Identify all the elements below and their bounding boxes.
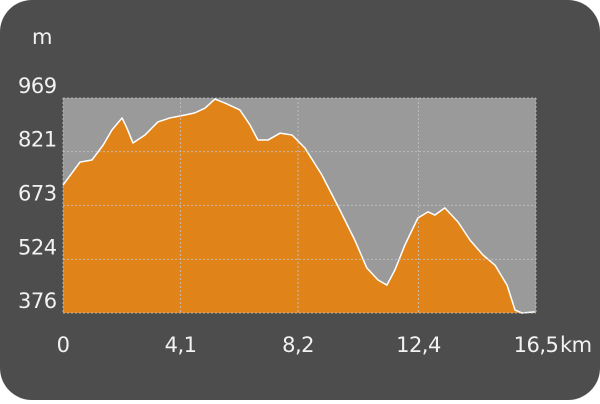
x-tick-label: 16,5: [514, 333, 559, 357]
x-tick-label: 0: [57, 333, 70, 357]
y-tick-label: 524: [18, 235, 57, 259]
y-axis-unit: m: [32, 25, 52, 49]
x-axis-unit: km: [560, 333, 592, 357]
x-tick-label: 12,4: [396, 333, 441, 357]
elevation-line: [62, 98, 535, 314]
y-tick-label: 673: [18, 181, 57, 205]
y-tick-label: 821: [18, 128, 57, 152]
x-tick-label: 4,1: [165, 333, 197, 357]
x-tick-label: 8,2: [282, 333, 314, 357]
y-tick-label: 376: [18, 289, 57, 313]
y-tick-label: 969: [18, 74, 57, 98]
